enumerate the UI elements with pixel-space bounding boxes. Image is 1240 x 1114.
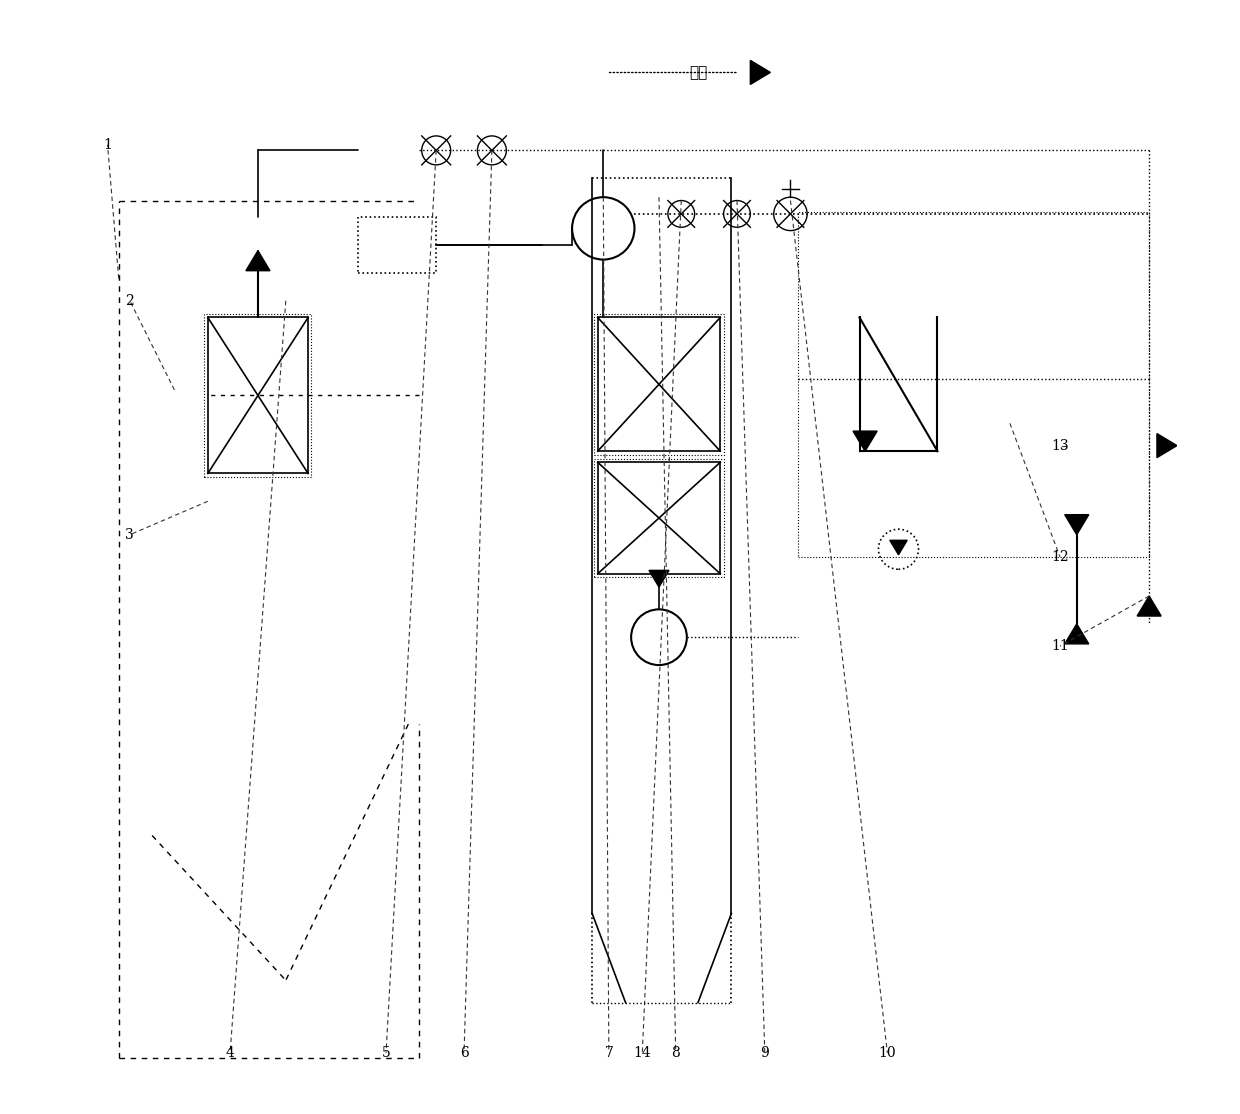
Text: 9: 9	[760, 1046, 769, 1059]
Text: 排烟: 排烟	[689, 65, 707, 80]
Text: 5: 5	[382, 1046, 391, 1059]
Polygon shape	[1065, 624, 1089, 644]
Text: 6: 6	[460, 1046, 469, 1059]
Bar	[598, 317, 720, 451]
Polygon shape	[649, 570, 670, 587]
Text: 8: 8	[671, 1046, 680, 1059]
Bar	[208, 317, 308, 473]
Text: 3: 3	[125, 528, 134, 541]
Polygon shape	[853, 431, 877, 451]
Polygon shape	[750, 60, 770, 85]
Bar	[594, 314, 724, 455]
Polygon shape	[1137, 596, 1161, 616]
Text: 7: 7	[604, 1046, 614, 1059]
Text: 10: 10	[879, 1046, 897, 1059]
Polygon shape	[1065, 515, 1089, 535]
Polygon shape	[890, 540, 908, 555]
Bar	[594, 459, 724, 577]
Text: 13: 13	[1052, 439, 1069, 452]
Bar	[799, 212, 1149, 557]
Text: 14: 14	[634, 1046, 651, 1059]
Text: 4: 4	[226, 1046, 234, 1059]
Bar	[205, 314, 311, 477]
Bar	[358, 217, 436, 273]
Bar	[598, 462, 720, 574]
Polygon shape	[1157, 433, 1177, 458]
Text: 12: 12	[1052, 550, 1069, 564]
Text: 11: 11	[1052, 639, 1069, 653]
Text: 1: 1	[103, 138, 112, 152]
Polygon shape	[246, 251, 270, 271]
Text: 2: 2	[125, 294, 134, 307]
